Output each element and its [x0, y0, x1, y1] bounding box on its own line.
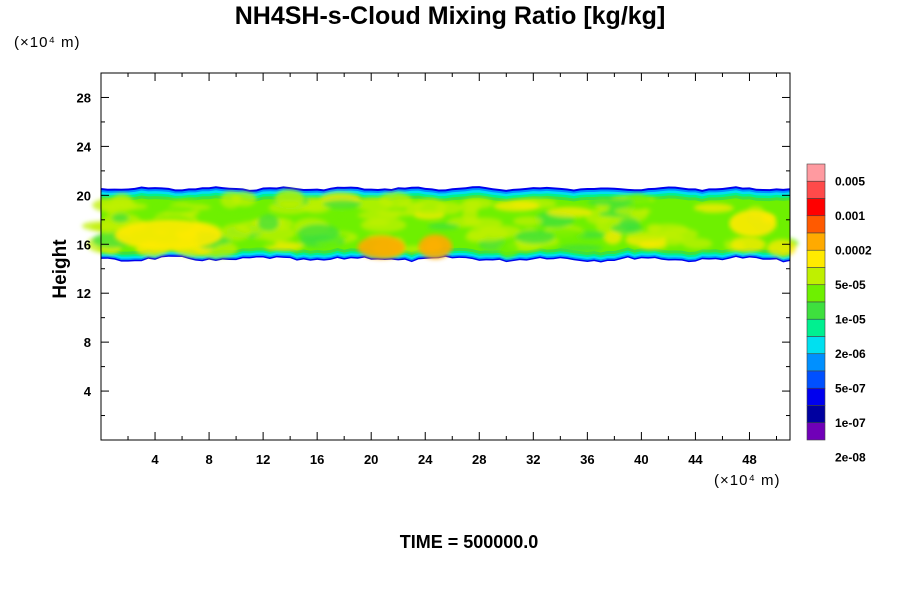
cloud-blob	[231, 191, 257, 207]
cloud-blob	[357, 211, 401, 220]
cloud-feature	[114, 219, 223, 251]
cloud-blob	[268, 201, 310, 215]
cloud-blob	[463, 217, 503, 228]
y-tick-label: 8	[84, 335, 91, 350]
cloud-blob	[360, 217, 407, 233]
cloud-blob	[767, 239, 796, 257]
cloud-blob	[378, 192, 412, 209]
cloud-blob	[493, 200, 540, 212]
colorbar-label: 2e-06	[835, 347, 866, 361]
x-tick-label: 28	[472, 452, 486, 467]
cloud-blob	[604, 231, 622, 245]
time-label: TIME = 500000.0	[399, 532, 539, 552]
cloud-blob	[427, 223, 460, 230]
cloud-blob	[546, 206, 592, 218]
y-tick-label: 20	[77, 188, 91, 203]
cloud-blob	[92, 197, 137, 213]
colorbar-swatch	[806, 215, 826, 234]
x-tick-label: 36	[580, 452, 594, 467]
cloud-blob	[331, 211, 347, 223]
cloud-blob	[297, 224, 340, 242]
y-tick-label: 24	[77, 139, 92, 154]
colorbar-label: 0.005	[835, 174, 865, 188]
colorbar-swatch	[806, 336, 826, 355]
colorbar-swatch	[806, 267, 826, 286]
cloud-feature	[357, 235, 405, 259]
x-tick-label: 32	[526, 452, 540, 467]
colorbar-label: 0.001	[835, 209, 865, 223]
cloud-blob	[514, 230, 555, 244]
x-tick-label: 48	[742, 452, 756, 467]
cloud-blob	[545, 228, 586, 240]
colorbar: 0.005 0.001 0.0002 5e-05 1e-05 2e-06 5e-07 1e-0…	[806, 163, 872, 464]
cloud-blob	[611, 223, 643, 234]
colorbar-label: 0.0002	[835, 243, 872, 257]
cloud-blob	[587, 198, 634, 206]
x-tick-label: 20	[364, 452, 378, 467]
cloud-blob	[464, 198, 494, 209]
cloud-blob	[513, 216, 543, 226]
colorbar-swatch	[806, 318, 826, 337]
cloud-blob	[478, 225, 523, 239]
colorbar-swatch	[806, 249, 826, 268]
cloud-layer	[81, 186, 799, 263]
cloud-feature	[418, 234, 453, 259]
cloud-blob	[693, 203, 734, 213]
cloud-blob	[614, 207, 652, 216]
x-axis-unit: (×10⁴ m)	[714, 472, 781, 489]
cloud-feature	[729, 210, 777, 237]
cloud-blob	[625, 230, 671, 240]
x-tick-label: 44	[688, 452, 703, 467]
colorbar-label: 5e-05	[835, 278, 866, 292]
cloud-blob	[238, 238, 269, 245]
x-tick-label: 4	[151, 452, 159, 467]
y-axis-unit: (×10⁴ m)	[14, 34, 81, 51]
x-tick-label: 12	[256, 452, 270, 467]
colorbar-label: 1e-07	[835, 416, 866, 430]
x-tick-label: 16	[310, 452, 324, 467]
colorbar-swatch	[806, 370, 826, 389]
colorbar-swatch	[806, 232, 826, 251]
colorbar-swatch	[806, 387, 826, 406]
x-tick-label: 24	[418, 452, 433, 467]
colorbar-swatch	[806, 284, 826, 303]
x-tick-label: 8	[205, 452, 212, 467]
cloud-blob	[111, 213, 129, 223]
x-tick-label: 40	[634, 452, 648, 467]
chart-title: NH4SH-s-Cloud Mixing Ratio [kg/kg]	[234, 2, 666, 30]
y-tick-label: 28	[77, 90, 91, 105]
y-tick-label: 12	[77, 286, 91, 301]
cloud-blob	[498, 240, 519, 258]
colorbar-swatch	[806, 180, 826, 199]
colorbar-swatch	[806, 163, 826, 182]
cloud-blob	[465, 231, 486, 243]
cloud-blob	[90, 223, 123, 233]
cloud-blob	[730, 236, 766, 253]
cloud-blob	[322, 199, 362, 209]
y-tick-label: 16	[77, 237, 91, 252]
plot-frame	[100, 72, 791, 441]
colorbar-label: 1e-05	[835, 312, 866, 326]
cloud-blob	[624, 193, 652, 210]
colorbar-label: 2e-08	[835, 450, 866, 464]
cloud-blob	[413, 198, 447, 216]
colorbar-swatch	[806, 198, 826, 217]
cloud-blob	[558, 244, 603, 252]
colorbar-swatch	[806, 405, 826, 424]
colorbar-label: 5e-07	[835, 381, 866, 395]
colorbar-swatch	[806, 422, 826, 441]
cloud-blob	[257, 214, 280, 232]
y-tick-label: 4	[84, 384, 92, 399]
colorbar-swatch	[806, 353, 826, 372]
cloud-blob	[638, 241, 668, 250]
cloud-blob	[155, 205, 196, 214]
cloud-blob	[682, 238, 713, 250]
colorbar-swatch	[806, 301, 826, 320]
